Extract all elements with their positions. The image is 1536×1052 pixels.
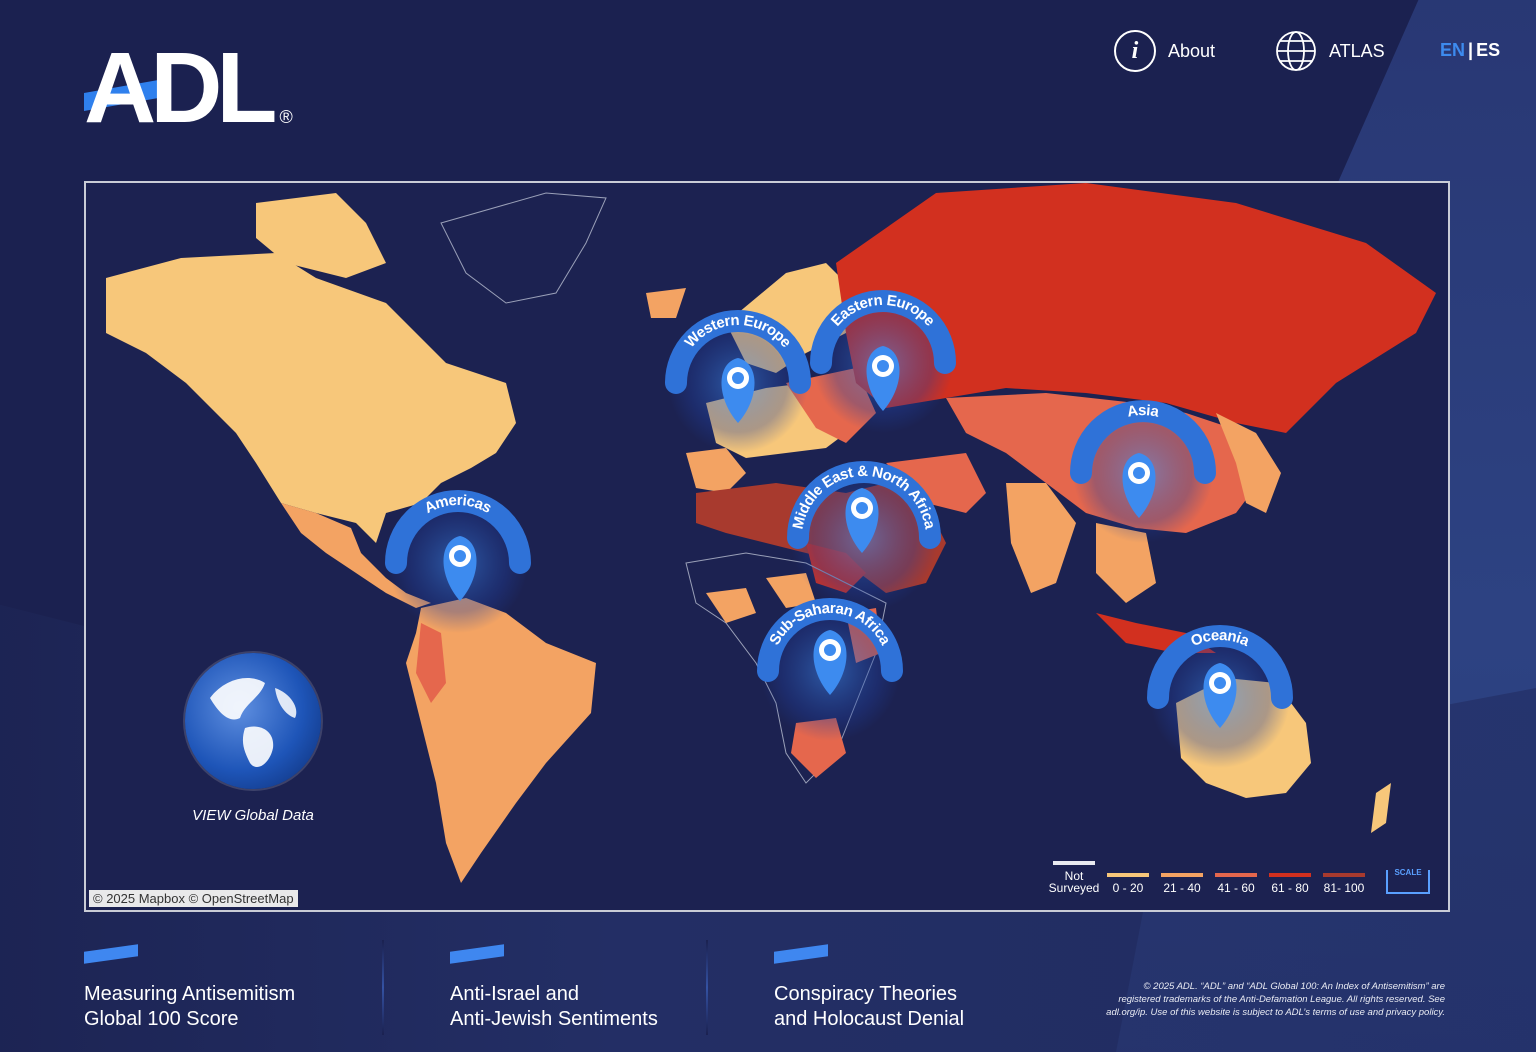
registered-mark: ®: [279, 107, 293, 127]
footer-link-line1: Measuring Antisemitism: [84, 983, 296, 1005]
legend-swatch: [1161, 873, 1203, 877]
svg-text:Asia: Asia: [1126, 402, 1161, 421]
about-label: About: [1168, 40, 1216, 61]
legend-label: 61 - 80: [1271, 881, 1309, 895]
legend-label: 0 - 20: [1112, 881, 1144, 895]
footer-link-line1: Anti-Israel and: [450, 983, 579, 1005]
legend-item: 81- 100: [1322, 873, 1366, 894]
legend-item: 41 - 60: [1214, 873, 1258, 894]
legend-swatch: [1053, 861, 1095, 865]
legend-label: 41 - 60: [1217, 881, 1255, 895]
view-global-data-label: VIEW Global Data: [192, 807, 314, 824]
atlas-label: ATLAS: [1329, 40, 1385, 61]
legend-label: 81- 100: [1323, 881, 1365, 895]
about-link[interactable]: i About: [1114, 30, 1215, 72]
legend-label: 21 - 40: [1163, 881, 1201, 895]
globe-icon: [1275, 30, 1317, 72]
lang-en[interactable]: EN: [1440, 40, 1466, 60]
world-map[interactable]: Western Europe Eastern Europe Asia Middl…: [84, 181, 1450, 912]
landmass-south-america: [406, 598, 596, 883]
legend-item: Not Surveyed: [1049, 861, 1099, 894]
view-global-data[interactable]: VIEW Global Data: [178, 653, 328, 824]
lang-es[interactable]: ES: [1476, 40, 1501, 60]
region-pin-sub-saharan-africa[interactable]: Sub-Saharan Africa: [757, 598, 903, 741]
map-attribution[interactable]: © 2025 Mapbox © OpenStreetMap: [89, 890, 298, 907]
legend-item: 61 - 80: [1268, 873, 1312, 894]
region-pin-western-europe[interactable]: Western Europe: [665, 310, 811, 453]
footer-link-conspiracy-theories[interactable]: Conspiracy Theories and Holocaust Denial: [774, 944, 1054, 1032]
region-pins-layer: Western Europe Eastern Europe Asia Middl…: [385, 290, 1293, 768]
region-pin-asia[interactable]: Asia: [1070, 400, 1216, 543]
footer-divider: [706, 940, 708, 1035]
svg-text:Oceania: Oceania: [1188, 627, 1252, 650]
legend-swatch: [1215, 873, 1257, 877]
scale-label: SCALE: [1394, 868, 1422, 877]
footer-link-global-100-score[interactable]: Measuring Antisemitism Global 100 Score: [84, 944, 364, 1032]
legend-item: 21 - 40: [1160, 873, 1204, 894]
footer-link-line2: Anti-Jewish Sentiments: [450, 1008, 658, 1030]
footer-link-anti-israel-sentiments[interactable]: Anti-Israel and Anti-Jewish Sentiments: [450, 944, 730, 1032]
footer-accent-bar: [774, 944, 828, 964]
logo-text: ADL: [84, 32, 278, 144]
footer-link-line1: Conspiracy Theories: [774, 983, 958, 1005]
legend-swatch: [1269, 873, 1311, 877]
footer-link-line2: and Holocaust Denial: [774, 1008, 965, 1030]
region-pin-oceania[interactable]: Oceania: [1147, 625, 1293, 768]
legend-swatch: [1107, 873, 1149, 877]
footer-divider: [382, 940, 384, 1035]
earth-globe-icon: [185, 653, 321, 789]
language-switcher: EN | ES: [1440, 40, 1500, 61]
lang-separator: |: [1468, 40, 1474, 60]
region-pin-americas[interactable]: Americas: [385, 490, 531, 633]
legal-notice: © 2025 ADL. “ADL” and “ADL Global 100: A…: [1106, 981, 1445, 1018]
legend-label: Not Surveyed: [1048, 869, 1100, 895]
legend-item: 0 - 20: [1106, 873, 1150, 894]
map-legend: Not Surveyed 0 - 20 21 - 40 41 - 60 61 -…: [1049, 861, 1430, 894]
landmass-north-america: [106, 192, 607, 608]
atlas-link[interactable]: ATLAS: [1275, 30, 1385, 72]
legend-swatch: [1323, 873, 1365, 877]
region-pin-eastern-europe[interactable]: Eastern Europe: [810, 290, 956, 433]
region-pin-middle-east-north-africa[interactable]: Middle East & North Africa: [787, 461, 941, 612]
footer-accent-bar: [450, 944, 504, 964]
footer-link-line2: Global 100 Score: [84, 1008, 239, 1030]
adl-logo[interactable]: ADL ®: [84, 32, 293, 144]
footer-accent-bar: [84, 944, 138, 964]
scale-toggle[interactable]: SCALE: [1386, 868, 1430, 894]
info-icon: i: [1114, 30, 1156, 72]
